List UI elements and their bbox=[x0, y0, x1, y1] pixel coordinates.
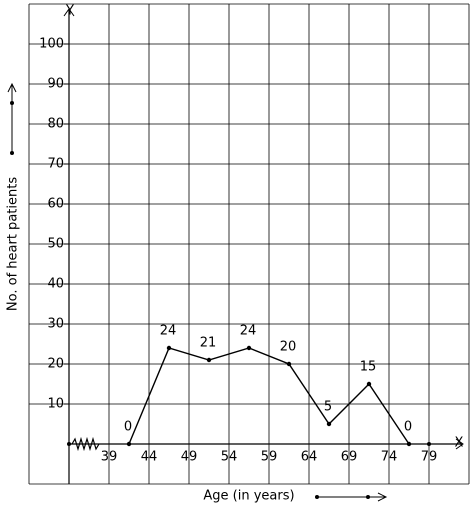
arrow-dot bbox=[366, 495, 370, 499]
y-axis-arrow bbox=[63, 8, 75, 17]
x-tick-label: 54 bbox=[221, 450, 238, 465]
data-point bbox=[366, 381, 372, 387]
data-point bbox=[166, 345, 172, 351]
x-label-arrowhead bbox=[377, 492, 388, 502]
data-label: 5 bbox=[324, 400, 332, 415]
x-tick-label: 69 bbox=[341, 450, 358, 465]
data-label: 0 bbox=[404, 420, 412, 435]
y-tick-label: 80 bbox=[47, 117, 64, 132]
x-tick-label: 74 bbox=[381, 450, 398, 465]
y-tick-label: 60 bbox=[47, 197, 64, 212]
y-tick-label: 20 bbox=[47, 357, 64, 372]
y-label-arrowhead bbox=[7, 82, 17, 93]
data-label: 24 bbox=[240, 324, 257, 339]
data-point bbox=[406, 441, 412, 447]
x-tick-label: 59 bbox=[261, 450, 278, 465]
x-tick-label: 44 bbox=[141, 450, 158, 465]
data-point bbox=[326, 421, 332, 427]
origin bbox=[67, 442, 71, 446]
x-tick-dot bbox=[427, 442, 431, 446]
data-label: 15 bbox=[360, 360, 377, 375]
y-tick-label: 40 bbox=[47, 277, 64, 292]
data-label: 20 bbox=[280, 340, 297, 355]
data-label: 24 bbox=[160, 324, 177, 339]
arrow-dot bbox=[10, 101, 14, 105]
x-tick-label: 79 bbox=[421, 450, 438, 465]
data-label: 21 bbox=[200, 336, 217, 351]
x-axis-name: X bbox=[455, 436, 464, 451]
data-point bbox=[246, 345, 252, 351]
decoration bbox=[7, 3, 470, 502]
arrow-dot bbox=[10, 151, 14, 155]
data-point bbox=[126, 441, 132, 447]
y-tick-label: 50 bbox=[47, 237, 64, 252]
x-axis-label: Age (in years) bbox=[203, 489, 294, 504]
x-tick-label: 49 bbox=[181, 450, 198, 465]
y-tick-label: 10 bbox=[47, 397, 64, 412]
arrow-dot bbox=[315, 495, 319, 499]
y-tick-label: 70 bbox=[47, 157, 64, 172]
x-tick-label: 39 bbox=[101, 450, 118, 465]
data-point bbox=[286, 361, 292, 367]
data-label: 0 bbox=[124, 420, 132, 435]
y-tick-label: 100 bbox=[39, 37, 64, 52]
data-point bbox=[206, 357, 212, 363]
y-axis-name: Y bbox=[65, 4, 74, 19]
x-axis-arrow bbox=[455, 438, 464, 450]
y-tick-label: 90 bbox=[47, 77, 64, 92]
y-tick-label: 30 bbox=[47, 317, 64, 332]
data-line bbox=[128, 347, 410, 445]
y-axis-label: No. of heart patients bbox=[6, 177, 21, 311]
axis-break bbox=[71, 436, 100, 452]
x-tick-label: 64 bbox=[301, 450, 318, 465]
